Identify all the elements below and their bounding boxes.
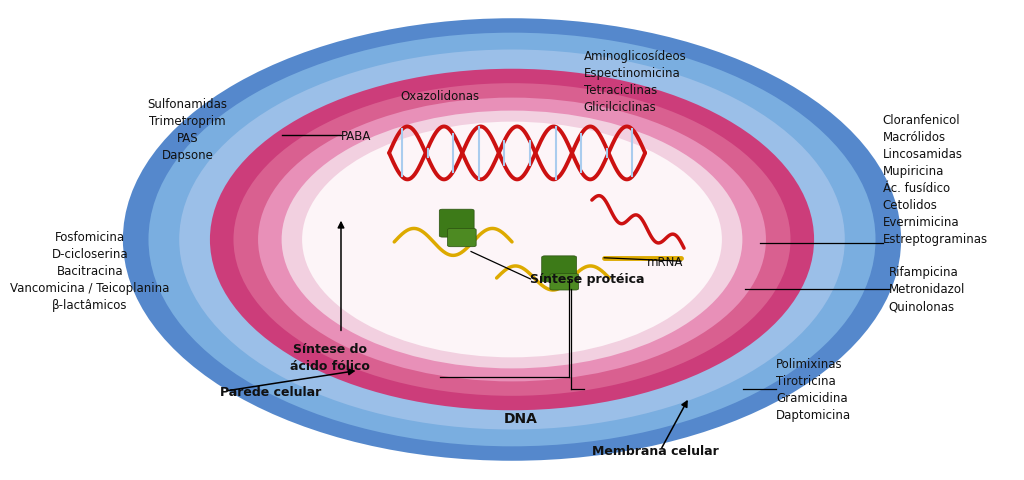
FancyBboxPatch shape xyxy=(542,256,577,282)
Ellipse shape xyxy=(302,122,722,358)
FancyBboxPatch shape xyxy=(550,274,579,290)
FancyBboxPatch shape xyxy=(439,210,474,238)
Text: Parede celular: Parede celular xyxy=(220,384,322,398)
Text: Aminoglicosídeos
Espectinomicina
Tetraciclinas
Glicilciclinas: Aminoglicosídeos Espectinomicina Tetraci… xyxy=(584,49,686,114)
Ellipse shape xyxy=(233,84,791,396)
Text: Oxazolidonas: Oxazolidonas xyxy=(400,89,480,103)
Ellipse shape xyxy=(123,19,901,461)
Text: Cloranfenicol
Macrólidos
Lincosamidas
Mupiricina
Ác. fusídico
Cetolidos
Evernimi: Cloranfenicol Macrólidos Lincosamidas Mu… xyxy=(883,114,988,246)
Ellipse shape xyxy=(148,34,876,446)
Text: Síntese do
ácido fólico: Síntese do ácido fólico xyxy=(290,343,370,372)
Text: Polimixinas
Tirotricina
Gramicidina
Daptomicina: Polimixinas Tirotricina Gramicidina Dapt… xyxy=(776,357,851,421)
Ellipse shape xyxy=(210,70,814,410)
Text: mRNA: mRNA xyxy=(647,255,684,268)
FancyBboxPatch shape xyxy=(447,229,476,247)
Text: Sulfonamidas
Trimetroprim
PAS
Dapsone: Sulfonamidas Trimetroprim PAS Dapsone xyxy=(147,97,227,162)
Text: DNA: DNA xyxy=(503,411,538,426)
Ellipse shape xyxy=(258,98,766,382)
Text: Fosfomicina
D-cicloserina
Bacitracina
Vancomicina / Teicoplanina
β-lactâmicos: Fosfomicina D-cicloserina Bacitracina Va… xyxy=(10,231,170,312)
Text: Rifampicina
Metronidazol
Quinolonas: Rifampicina Metronidazol Quinolonas xyxy=(889,265,966,312)
Ellipse shape xyxy=(282,111,742,369)
Text: Síntese protéica: Síntese protéica xyxy=(530,273,645,286)
Text: Membrana celular: Membrana celular xyxy=(592,444,719,457)
Text: PABA: PABA xyxy=(341,129,372,143)
Ellipse shape xyxy=(179,50,845,430)
